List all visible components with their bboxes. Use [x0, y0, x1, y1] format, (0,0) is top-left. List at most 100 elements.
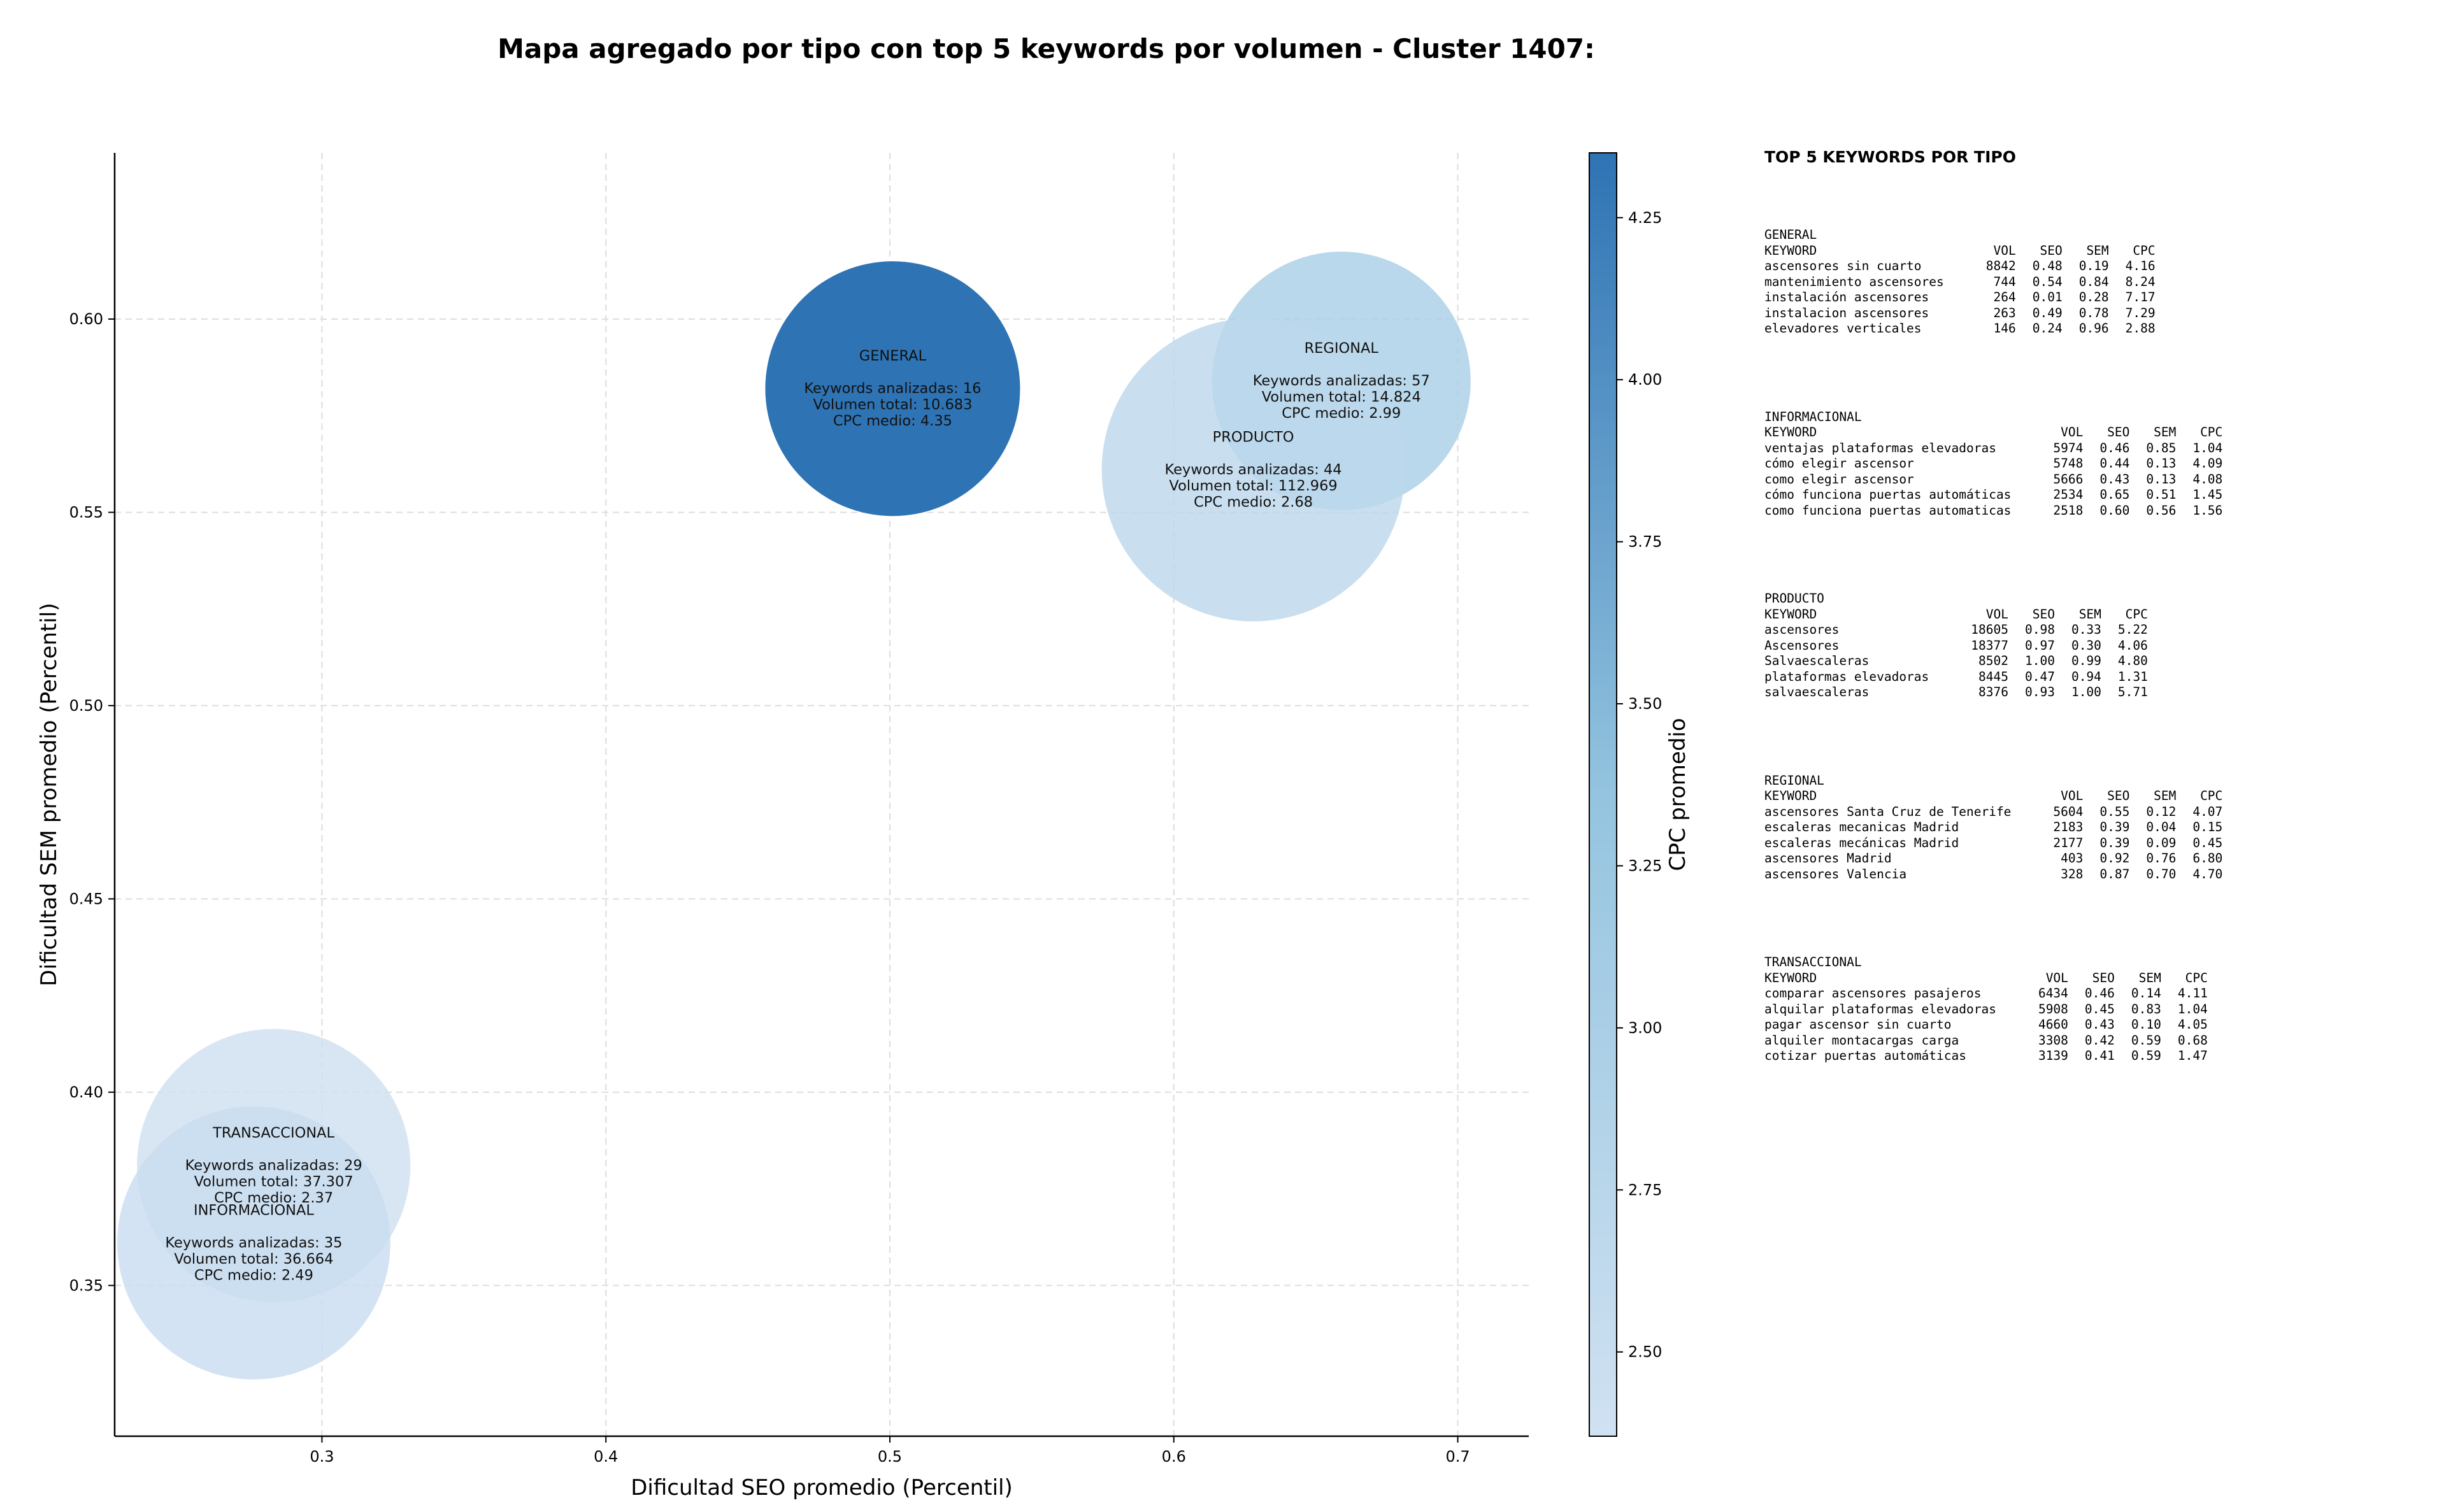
- bubbles: [117, 252, 1471, 1380]
- table-row: ascensores 18605 0.98 0.33 5.22: [1764, 622, 2148, 638]
- keyword-group-producto: PRODUCTO KEYWORD VOL SEO SEM CPC ascensores 186…: [1764, 591, 2427, 701]
- table-cell: 4.11: [2177, 986, 2208, 1001]
- keyword-group-title: TRANSACCIONAL: [1764, 955, 1862, 969]
- column-header: VOL: [2045, 970, 2068, 985]
- keyword-table: KEYWORD VOL SEO SEM CPC ascensores Santa Cruz…: [1764, 788, 2222, 882]
- x-tick-label: 0.4: [594, 1448, 618, 1466]
- table-cell: 2.88: [2125, 321, 2156, 336]
- bubble-label-line: CPC medio: 2.99: [1282, 405, 1401, 422]
- x-axis-label: Dificultad SEO promedio (Percentil): [631, 1475, 1013, 1501]
- table-row: ventajas plataformas elevadoras 5974 0.46 0…: [1764, 441, 2222, 457]
- colorbar-tick-label: 4.25: [1628, 209, 1662, 227]
- table-cell: escaleras mecanicas Madrid: [1764, 820, 1959, 834]
- keyword-table: KEYWORD VOL SEO SEM CPC comparar ascensores p…: [1764, 971, 2208, 1064]
- table-row: ascensores Santa Cruz de Tenerife 5604 0.5…: [1764, 804, 2222, 820]
- table-cell: 1.31: [2117, 669, 2148, 684]
- table-cell: Ascensores: [1764, 638, 1840, 653]
- keyword-group-title: REGIONAL: [1764, 773, 1824, 788]
- table-cell: salvaescaleras: [1764, 685, 1870, 699]
- table-cell: 5.22: [2117, 622, 2148, 637]
- axes: 0.3 0.4 0.5 0.6 0.7 0.35 0.40 0.45 0.50 0.55 0.60 D…: [36, 153, 1529, 1501]
- keyword-table: KEYWORD VOL SEO SEM CPC ascensores 18605 0.98 0.…: [1764, 607, 2148, 701]
- table-cell: 0.13: [2146, 456, 2177, 471]
- column-header: VOL: [2061, 788, 2084, 803]
- y-tick-label: 0.45: [69, 890, 103, 908]
- x-tick-label: 0.3: [310, 1448, 334, 1466]
- table-cell: 0.45: [2084, 1001, 2115, 1016]
- table-row: salvaescaleras 8376 0.93 1.00 5.71: [1764, 685, 2148, 701]
- table-cell: 744: [1993, 274, 2016, 289]
- bubble-label-line: REGIONAL: [1305, 340, 1379, 357]
- table-cell: 5974: [2053, 440, 2084, 455]
- keywords-panel-header: TOP 5 KEYWORDS POR TIPO: [1764, 148, 2016, 166]
- table-row: alquiler montacargas carga 3308 0.42 0.59 0.…: [1764, 1033, 2208, 1049]
- table-cell: pagar ascensor sin cuarto: [1764, 1017, 1952, 1032]
- table-row: instalacion ascensores 263 0.49 0.78 7.29: [1764, 306, 2156, 322]
- keyword-group-title: PRODUCTO: [1764, 591, 1824, 606]
- table-cell: 5604: [2053, 804, 2084, 819]
- column-header: SEM: [2078, 606, 2101, 622]
- table-cell: 18377: [1971, 638, 2008, 653]
- table-cell: 8842: [1985, 259, 2016, 273]
- bubble-label-line: INFORMACIONAL: [194, 1202, 314, 1219]
- bubble-label-line: Keywords analizadas: 44: [1165, 462, 1342, 478]
- table-cell: 8376: [1978, 685, 2008, 699]
- keyword-group-title: GENERAL: [1764, 227, 1817, 242]
- table-cell: 2183: [2053, 820, 2084, 834]
- table-row: escaleras mecanicas Madrid 2183 0.39 0.04 0.…: [1764, 820, 2222, 836]
- bubble-label-line: PRODUCTO: [1213, 429, 1294, 446]
- table-row: mantenimiento ascensores 744 0.54 0.84 8.24: [1764, 275, 2156, 290]
- x-tick-label: 0.5: [878, 1448, 902, 1466]
- table-cell: 5.71: [2117, 685, 2148, 699]
- column-header: CPC: [2185, 970, 2208, 985]
- table-cell: 0.87: [2099, 866, 2130, 881]
- bubble-label-line: CPC medio: 4.35: [833, 413, 952, 429]
- table-cell: 4.08: [2192, 471, 2223, 487]
- table-cell: 7.17: [2125, 290, 2156, 304]
- table-cell: 1.04: [2192, 440, 2223, 455]
- table-cell: 0.14: [2131, 986, 2161, 1001]
- bubble-label-line: Keywords analizadas: 35: [165, 1235, 342, 1252]
- table-cell: 0.54: [2032, 274, 2063, 289]
- table-cell: 0.59: [2131, 1048, 2161, 1063]
- table-row: como elegir ascensor 5666 0.43 0.13 4.08: [1764, 472, 2222, 488]
- table-cell: ascensores Madrid: [1764, 851, 1892, 866]
- keyword-group-informacional: INFORMACIONAL KEYWORD VOL SEO SEM CPC ventajas…: [1764, 410, 2427, 519]
- table-cell: 0.39: [2099, 835, 2130, 850]
- table-cell: 0.78: [2078, 305, 2109, 320]
- table-cell: 18605: [1971, 622, 2008, 637]
- table-cell: 8502: [1978, 653, 2008, 668]
- table-cell: 0.59: [2131, 1032, 2161, 1048]
- column-header: VOL: [1985, 606, 2008, 622]
- bubble-label-line: TRANSACCIONAL: [212, 1125, 334, 1141]
- table-cell: mantenimiento ascensores: [1764, 274, 1944, 289]
- table-cell: 1.00: [2024, 653, 2055, 668]
- table-cell: 0.43: [2099, 471, 2130, 487]
- table-cell: 0.48: [2032, 259, 2063, 273]
- table-cell: 146: [1993, 321, 2016, 336]
- table-cell: 4.07: [2192, 804, 2223, 819]
- y-tick-label: 0.40: [69, 1083, 103, 1101]
- table-row: ascensores Madrid 403 0.92 0.76 6.80: [1764, 851, 2222, 867]
- table-cell: Salvaescaleras: [1764, 653, 1870, 668]
- bubble-label-line: Keywords analizadas: 29: [185, 1157, 362, 1174]
- keyword-table: KEYWORD VOL SEO SEM CPC ventajas plataformas …: [1764, 425, 2222, 518]
- bubble-label-line: Keywords analizadas: 16: [804, 380, 981, 397]
- bubble-producto: [1101, 318, 1405, 622]
- table-cell: ventajas plataformas elevadoras: [1764, 440, 1996, 455]
- table-cell: ascensores Valencia: [1764, 866, 1907, 881]
- table-cell: 0.01: [2032, 290, 2063, 304]
- table-cell: 0.99: [2071, 653, 2101, 668]
- table-cell: 0.85: [2146, 440, 2177, 455]
- bubble-label-line: CPC medio: 2.49: [194, 1267, 313, 1284]
- table-row: ascensores sin cuarto 8842 0.48 0.19 4.16: [1764, 259, 2156, 275]
- table-cell: 3308: [2038, 1032, 2068, 1048]
- table-row: plataformas elevadoras 8445 0.47 0.94 1.31: [1764, 669, 2148, 685]
- keyword-table-header: KEYWORD VOL SEO SEM CPC: [1764, 971, 2208, 987]
- y-tick-label: 0.35: [69, 1276, 103, 1294]
- bubble-label-line: Volumen total: 36.664: [174, 1251, 333, 1267]
- table-cell: cotizar puertas automáticas: [1764, 1048, 1966, 1063]
- keyword-group-title: INFORMACIONAL: [1764, 409, 1862, 424]
